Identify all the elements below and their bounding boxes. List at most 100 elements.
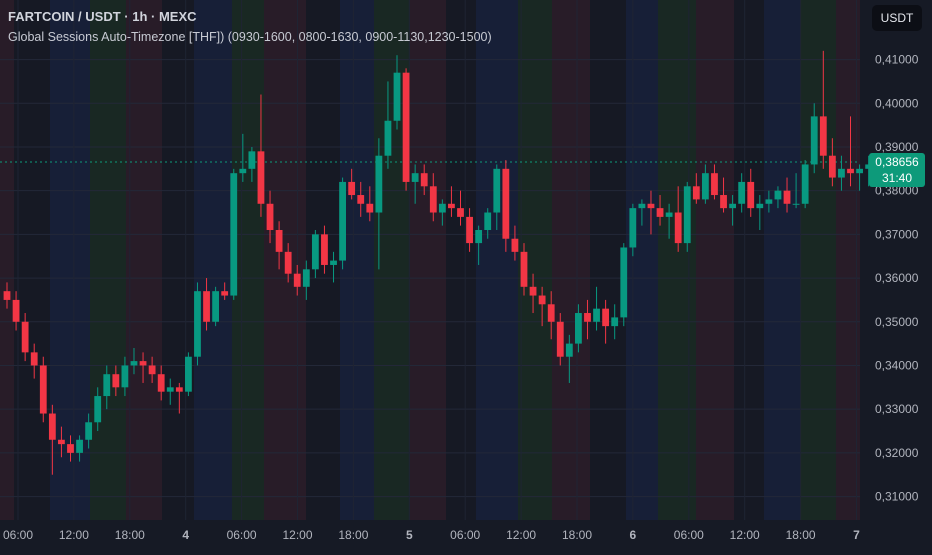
candle-body [819, 116, 827, 156]
candle-body [157, 374, 165, 392]
candle-body [656, 208, 664, 217]
candle-body [76, 439, 83, 453]
session-band [252, 0, 264, 520]
chart-title: FARTCOIN / USDT · 1h · MEXC [8, 9, 197, 24]
candle-body [121, 365, 129, 388]
session-band [786, 0, 800, 520]
candle [865, 155, 873, 187]
currency-button[interactable]: USDT [872, 5, 922, 31]
candle-body [729, 203, 736, 209]
session-band [340, 0, 356, 520]
candle [493, 164, 501, 230]
candle-body [393, 72, 401, 121]
x-tick-label: 4 [182, 528, 189, 542]
candle [538, 286, 546, 327]
session-band [680, 0, 696, 520]
candle [76, 435, 83, 462]
candle-body [792, 203, 800, 205]
candle-body [575, 313, 582, 344]
candle-body [847, 168, 854, 174]
y-tick-label: 0,36000 [875, 271, 919, 285]
session-band [14, 0, 34, 520]
session-band [90, 0, 102, 520]
candle [420, 164, 428, 196]
session-band [34, 0, 50, 520]
session-band [734, 0, 750, 520]
candle-body [248, 151, 256, 169]
candle-body [438, 203, 446, 213]
candle [321, 225, 328, 274]
candle-body [266, 203, 274, 230]
candle-body [602, 308, 610, 327]
y-tick-label: 0,41000 [875, 53, 919, 67]
session-band [498, 0, 518, 520]
candle [284, 243, 292, 283]
candle [67, 435, 74, 462]
candle [266, 190, 274, 244]
candle [384, 81, 392, 169]
candle [402, 68, 410, 191]
last-price-value: 0,38656 [875, 155, 919, 169]
candle [293, 264, 301, 296]
candle [547, 291, 555, 340]
candle [720, 177, 727, 213]
candle [711, 164, 718, 200]
y-tick-label: 0,31000 [875, 490, 919, 504]
candle-body [756, 203, 764, 209]
candle-body [230, 173, 238, 296]
candle [148, 356, 156, 383]
session-band [836, 0, 858, 520]
candle [21, 313, 29, 362]
session-band [566, 0, 590, 520]
session-band [764, 0, 786, 520]
y-tick-label: 0,37000 [875, 227, 919, 241]
candle-body [321, 234, 328, 265]
session-band [216, 0, 232, 520]
candle [602, 299, 610, 344]
candle-body [330, 260, 337, 265]
candle [239, 133, 247, 182]
candle-body [12, 299, 20, 322]
session-band [176, 0, 194, 520]
x-tick-label: 18:00 [562, 528, 592, 542]
y-tick-label: 0,33000 [875, 402, 919, 416]
session-band [820, 0, 836, 520]
candle [584, 299, 591, 340]
candle [629, 203, 637, 257]
candle-body [257, 151, 265, 204]
candle-body [284, 251, 292, 274]
candle [484, 208, 492, 239]
x-tick-label: 5 [406, 528, 413, 542]
candle-body [67, 444, 74, 453]
indicator-label[interactable]: Global Sessions Auto-Timezone [THF]) (09… [8, 30, 492, 44]
candle [393, 55, 401, 130]
candle [801, 160, 809, 209]
candle [30, 343, 38, 379]
candle-body [411, 173, 419, 182]
candle [520, 243, 528, 296]
candle-body [58, 439, 65, 445]
candle [638, 199, 646, 226]
y-tick-label: 0,32000 [875, 446, 919, 460]
candle-body [175, 387, 183, 392]
candle [157, 365, 165, 401]
session-band [800, 0, 820, 520]
x-tick-label: 12:00 [506, 528, 536, 542]
y-tick-label: 0,35000 [875, 315, 919, 329]
candle [856, 164, 863, 191]
candle [448, 186, 455, 217]
x-tick-label: 06:00 [450, 528, 480, 542]
candle-body [783, 190, 791, 204]
candle [39, 356, 47, 423]
candle [248, 146, 256, 182]
candle [565, 334, 573, 383]
candle-body [466, 216, 473, 244]
candle-body [148, 365, 156, 375]
candle-body [738, 181, 746, 204]
candle [665, 203, 673, 239]
session-band [696, 0, 716, 520]
candle [620, 243, 628, 327]
candle [3, 282, 11, 309]
